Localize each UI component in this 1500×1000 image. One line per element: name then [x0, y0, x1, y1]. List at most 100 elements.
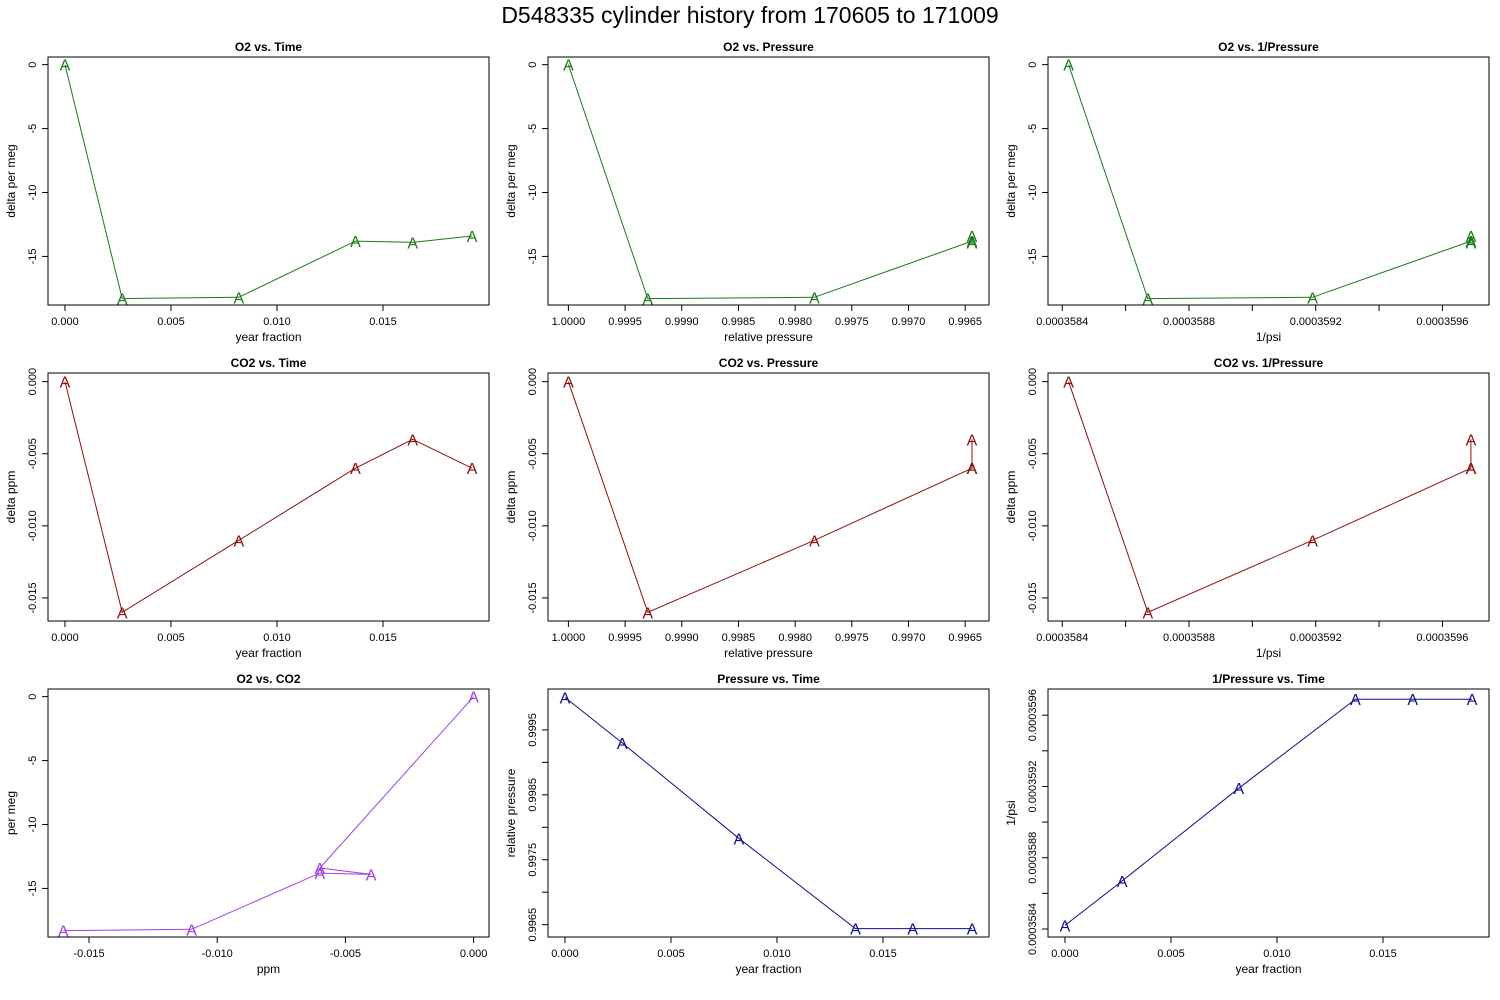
- series-line: [567, 64, 973, 300]
- data-point-marker: A: [407, 235, 418, 252]
- plot-title: CO2 vs. 1/Pressure: [1214, 356, 1324, 370]
- y-tick-label: 0: [527, 62, 539, 68]
- y-tick-label: -10: [27, 185, 39, 201]
- x-tick-label: 0.010: [763, 948, 791, 960]
- data-point-marker: A: [967, 432, 978, 449]
- y-axis-label: delta ppm: [504, 471, 518, 524]
- x-tick-label: 0.9970: [892, 632, 926, 644]
- y-tick-label: 0.000: [27, 368, 39, 396]
- data-point-marker: A: [407, 432, 418, 449]
- y-tick-label: 0.0003592: [1027, 760, 1039, 812]
- x-axis-label: 1/psi: [1256, 330, 1281, 344]
- plot-title: O2 vs. CO2: [236, 672, 300, 686]
- x-tick-label: 0.005: [657, 948, 685, 960]
- y-tick-label: -15: [27, 880, 39, 896]
- data-point-marker: A: [60, 375, 71, 392]
- y-tick-label: -0.010: [27, 510, 39, 541]
- data-point-marker: A: [1307, 533, 1318, 550]
- y-tick-label: 0: [1027, 62, 1039, 68]
- y-tick-label: 0.9985: [527, 778, 539, 812]
- y-axis-label: delta ppm: [4, 471, 18, 524]
- data-point-marker: A: [563, 375, 574, 392]
- x-tick-label: 0.000: [51, 632, 79, 644]
- data-point-marker: A: [850, 922, 861, 939]
- x-tick-label: -0.005: [330, 948, 361, 960]
- data-point-marker: A: [467, 229, 478, 246]
- x-axis-label: 1/psi: [1256, 646, 1281, 660]
- y-tick-label: -15: [527, 248, 539, 264]
- x-tick-label: 0.0003588: [1163, 632, 1215, 644]
- x-tick-label: 0.000: [551, 948, 579, 960]
- data-point-marker: A: [1466, 234, 1477, 251]
- data-point-marker: A: [1060, 918, 1071, 935]
- y-tick-label: -0.005: [527, 438, 539, 469]
- data-point-marker: A: [58, 924, 69, 941]
- x-tick-label: 0.015: [369, 632, 397, 644]
- data-point-marker: A: [967, 235, 978, 252]
- y-axis-label: 1/psi: [1004, 800, 1018, 825]
- x-axis-label: relative pressure: [724, 330, 813, 344]
- x-tick-label: 0.005: [157, 316, 185, 328]
- plot-title: CO2 vs. Pressure: [719, 356, 819, 370]
- data-point-marker: A: [1466, 461, 1477, 478]
- y-tick-label: -0.015: [1027, 582, 1039, 613]
- plot-title: CO2 vs. Time: [231, 356, 307, 370]
- data-point-marker: A: [967, 234, 978, 251]
- figure-title: D548335 cylinder history from 170605 to …: [501, 2, 999, 28]
- y-tick-label: -0.010: [527, 510, 539, 541]
- data-point-marker: A: [1063, 58, 1074, 75]
- data-point-marker: A: [1142, 605, 1153, 622]
- plot-frame: [47, 688, 490, 938]
- data-point-marker: A: [233, 533, 244, 550]
- data-point-marker: A: [366, 867, 377, 884]
- series-line: [64, 381, 473, 614]
- x-tick-label: 0.9990: [665, 632, 699, 644]
- plot-frame: [1047, 56, 1490, 306]
- y-tick-label: 0.0003596: [1027, 689, 1039, 741]
- data-point-marker: A: [967, 461, 978, 478]
- data-point-marker: A: [563, 58, 574, 75]
- y-axis-label: delta per meg: [4, 144, 18, 217]
- y-tick-label: -5: [1027, 124, 1039, 134]
- plot-title: O2 vs. 1/Pressure: [1218, 40, 1319, 54]
- x-axis-label: ppm: [257, 962, 280, 976]
- data-point-marker: A: [350, 461, 361, 478]
- data-point-marker: A: [617, 736, 628, 753]
- y-tick-label: 0.0003584: [1027, 903, 1039, 955]
- data-point-marker: A: [467, 461, 478, 478]
- data-point-marker: A: [1307, 290, 1318, 307]
- series-line: [1064, 698, 1472, 926]
- data-point-marker: A: [733, 831, 744, 848]
- y-axis-label: per meg: [4, 791, 18, 835]
- x-tick-label: 0.9985: [722, 632, 756, 644]
- y-tick-label: 0.0003588: [1027, 832, 1039, 884]
- y-axis-label: delta per meg: [504, 144, 518, 217]
- series-line: [1068, 381, 1472, 613]
- y-tick-label: 0.000: [1027, 368, 1039, 396]
- data-point-marker: A: [117, 292, 128, 309]
- data-point-marker: A: [1407, 692, 1418, 709]
- plot-frame: [547, 56, 990, 306]
- y-axis-label: delta per meg: [1004, 144, 1018, 217]
- x-tick-label: 0.0003596: [1416, 316, 1468, 328]
- y-axis-label: relative pressure: [504, 768, 518, 857]
- x-tick-label: 0.9980: [778, 632, 812, 644]
- x-tick-label: 0.005: [157, 632, 185, 644]
- y-tick-label: -5: [527, 124, 539, 134]
- x-tick-label: 0.9970: [892, 316, 926, 328]
- x-tick-label: 0.0003592: [1290, 316, 1342, 328]
- data-point-marker: A: [468, 690, 479, 707]
- x-tick-label: 1.0000: [552, 316, 586, 328]
- series-line: [1068, 64, 1472, 300]
- y-tick-label: 0: [27, 694, 39, 700]
- x-tick-label: 1.0000: [552, 632, 586, 644]
- data-point-marker: A: [1466, 461, 1477, 478]
- data-point-marker: A: [350, 234, 361, 251]
- data-point-marker: A: [186, 922, 197, 939]
- x-tick-label: 0.000: [51, 316, 79, 328]
- data-point-marker: A: [1063, 375, 1074, 392]
- plot-title: O2 vs. Pressure: [723, 40, 814, 54]
- x-tick-label: -0.010: [202, 948, 233, 960]
- x-tick-label: 0.010: [263, 316, 291, 328]
